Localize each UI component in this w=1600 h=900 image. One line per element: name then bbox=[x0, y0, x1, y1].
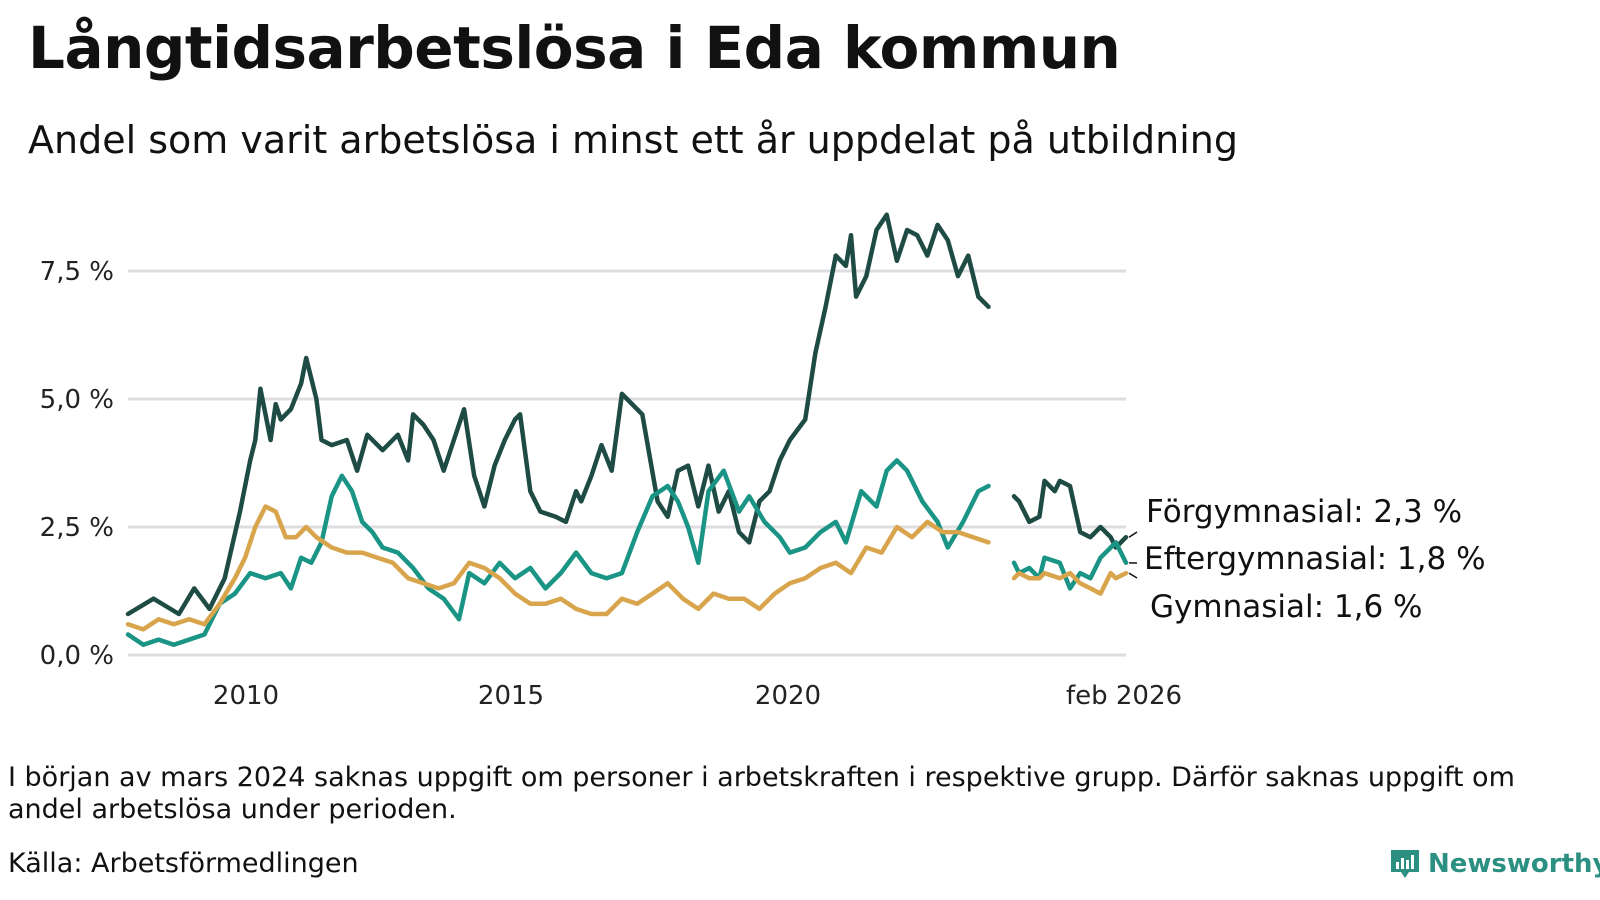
x-axis-ticks: 2010 2015 2020 feb 2026 bbox=[213, 681, 1182, 711]
chart-title: Långtidsarbetslösa i Eda kommun bbox=[28, 14, 1121, 82]
series-lines bbox=[125, 212, 1129, 648]
brand-name: Newsworthy bbox=[1428, 849, 1600, 879]
y-tick-label: 7,5 % bbox=[40, 257, 114, 287]
series-label-gymnasial: Gymnasial: 1,6 % bbox=[1150, 589, 1423, 625]
series-line-gymnasial bbox=[125, 504, 1129, 632]
series-label-förgymnasial: Förgymnasial: 2,3 % bbox=[1146, 494, 1462, 530]
x-tick-label: 2015 bbox=[478, 681, 544, 711]
y-tick-label: 2,5 % bbox=[40, 513, 114, 543]
y-axis-ticks: 0,0 % 2,5 % 5,0 % 7,5 % bbox=[40, 257, 114, 671]
gridlines bbox=[128, 269, 1126, 657]
chart-subtitle: Andel som varit arbetslösa i minst ett å… bbox=[28, 118, 1239, 162]
series-labels: Förgymnasial: 2,3 % Eftergymnasial: 1,8 %… bbox=[1128, 494, 1486, 625]
brand-logo: Newsworthy bbox=[1388, 846, 1600, 882]
label-leader-line bbox=[1128, 531, 1138, 538]
x-tick-label: feb 2026 bbox=[1066, 681, 1182, 711]
x-tick-label: 2010 bbox=[213, 681, 279, 711]
x-tick-label: 2020 bbox=[755, 681, 821, 711]
label-leader-line bbox=[1128, 572, 1138, 579]
series-line-eftergymnasial bbox=[125, 458, 1129, 648]
y-tick-label: 0,0 % bbox=[40, 641, 114, 671]
footnote: I början av mars 2024 saknas uppgift om … bbox=[8, 762, 1515, 825]
series-line-förgymnasial bbox=[125, 212, 1129, 617]
line-chart: 0,0 % 2,5 % 5,0 % 7,5 % 2010 2015 2020 feb 202… bbox=[40, 212, 1486, 711]
newsworthy-logo-icon bbox=[1391, 850, 1419, 878]
y-tick-label: 5,0 % bbox=[40, 385, 114, 415]
series-label-eftergymnasial: Eftergymnasial: 1,8 % bbox=[1144, 541, 1486, 577]
source-note: Källa: Arbetsförmedlingen bbox=[8, 848, 359, 879]
